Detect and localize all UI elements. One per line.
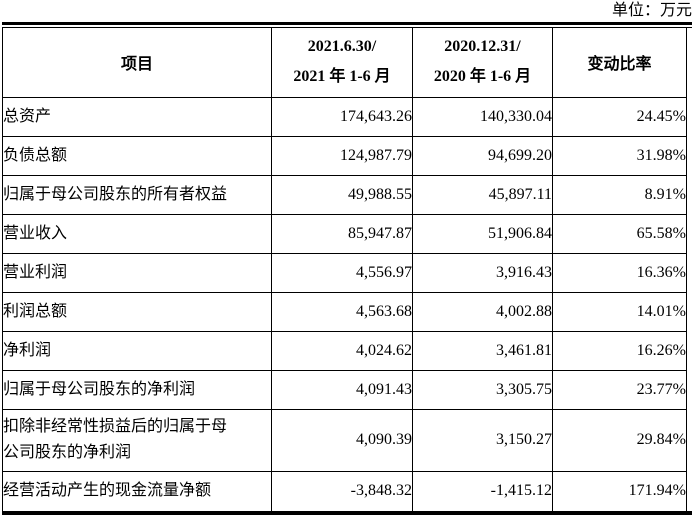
table-bottom-rule	[2, 511, 692, 515]
header-item: 项目	[2, 28, 272, 98]
table-row: 负债总额 124,987.79 94,699.20 31.98%	[2, 135, 687, 176]
header-period-2020: 2020.12.31/ 2020 年 1-6 月	[412, 28, 553, 98]
header-period-2021: 2021.6.30/ 2021 年 1-6 月	[271, 28, 413, 98]
row-label: 归属于母公司股东的净利润	[2, 369, 272, 410]
change-ratio: 16.26%	[552, 330, 687, 371]
table-top-rule-thick	[2, 22, 692, 25]
value-2020: 45,897.11	[412, 174, 553, 215]
unit-label: 单位：万元	[611, 2, 692, 19]
value-2021: 4,090.39	[271, 408, 413, 472]
change-ratio: 65.58%	[552, 213, 687, 254]
header-period-2020-date: 2020.12.31/	[444, 38, 521, 56]
table-row: 归属于母公司股东的所有者权益 49,988.55 45,897.11 8.91%	[2, 174, 687, 215]
value-2020: 3,916.43	[412, 252, 553, 293]
value-2021: 4,563.68	[271, 291, 413, 332]
value-2020: 94,699.20	[412, 135, 553, 176]
row-label: 总资产	[2, 96, 272, 137]
value-2020: 3,150.27	[412, 408, 553, 472]
table-row: 营业收入 85,947.87 51,906.84 65.58%	[2, 213, 687, 254]
value-2021: 49,988.55	[271, 174, 413, 215]
table-row: 经营活动产生的现金流量净额 -3,848.32 -1,415.12 171.94…	[2, 470, 687, 511]
financial-table-container: 项目 2021.6.30/ 2021 年 1-6 月 2020.12.31/ 2…	[2, 22, 692, 515]
financial-comparison-table: 项目 2021.6.30/ 2021 年 1-6 月 2020.12.31/ 2…	[2, 28, 687, 511]
change-ratio: 24.45%	[552, 96, 687, 137]
table-row: 净利润 4,024.62 3,461.81 16.26%	[2, 330, 687, 371]
table-row: 总资产 174,643.26 140,330.04 24.45%	[2, 96, 687, 137]
row-label-cell: 扣除非经常性损益后的归属于母公司股东的净利润	[2, 408, 272, 472]
table-row: 营业利润 4,556.97 3,916.43 16.36%	[2, 252, 687, 293]
value-2020: 3,305.75	[412, 369, 553, 410]
value-2021: 4,091.43	[271, 369, 413, 410]
change-ratio: 29.84%	[552, 408, 687, 472]
value-2020: 140,330.04	[412, 96, 553, 137]
change-ratio: 23.77%	[552, 369, 687, 410]
value-2021: 174,643.26	[271, 96, 413, 137]
table-top-rule-gap	[2, 25, 692, 27]
row-label: 归属于母公司股东的所有者权益	[2, 174, 272, 215]
row-label: 净利润	[2, 330, 272, 371]
change-ratio: 16.36%	[552, 252, 687, 293]
change-ratio: 31.98%	[552, 135, 687, 176]
value-2020: 51,906.84	[412, 213, 553, 254]
table-top-rule-thin	[2, 27, 692, 28]
change-ratio: 171.94%	[552, 470, 687, 511]
value-2020: -1,415.12	[412, 470, 553, 511]
value-2021: -3,848.32	[271, 470, 413, 511]
row-label: 营业收入	[2, 213, 272, 254]
header-period-2021-range: 2021 年 1-6 月	[293, 68, 391, 86]
row-label: 负债总额	[2, 135, 272, 176]
row-label: 经营活动产生的现金流量净额	[2, 470, 272, 511]
table-row: 归属于母公司股东的净利润 4,091.43 3,305.75 23.77%	[2, 369, 687, 410]
header-change-ratio: 变动比率	[552, 28, 687, 98]
value-2020: 3,461.81	[412, 330, 553, 371]
header-period-2021-date: 2021.6.30/	[307, 38, 377, 56]
change-ratio: 8.91%	[552, 174, 687, 215]
value-2021: 4,024.62	[271, 330, 413, 371]
table-row: 利润总额 4,563.68 4,002.88 14.01%	[2, 291, 687, 332]
header-period-2020-range: 2020 年 1-6 月	[433, 68, 532, 86]
table-header-row: 项目 2021.6.30/ 2021 年 1-6 月 2020.12.31/ 2…	[2, 28, 687, 98]
row-label: 营业利润	[2, 252, 272, 293]
change-ratio: 14.01%	[552, 291, 687, 332]
value-2020: 4,002.88	[412, 291, 553, 332]
row-label: 扣除非经常性损益后的归属于母公司股东的净利润	[3, 418, 228, 461]
value-2021: 85,947.87	[271, 213, 413, 254]
value-2021: 4,556.97	[271, 252, 413, 293]
table-row: 扣除非经常性损益后的归属于母公司股东的净利润 4,090.39 3,150.27…	[2, 408, 687, 472]
value-2021: 124,987.79	[271, 135, 413, 176]
row-label: 利润总额	[2, 291, 272, 332]
